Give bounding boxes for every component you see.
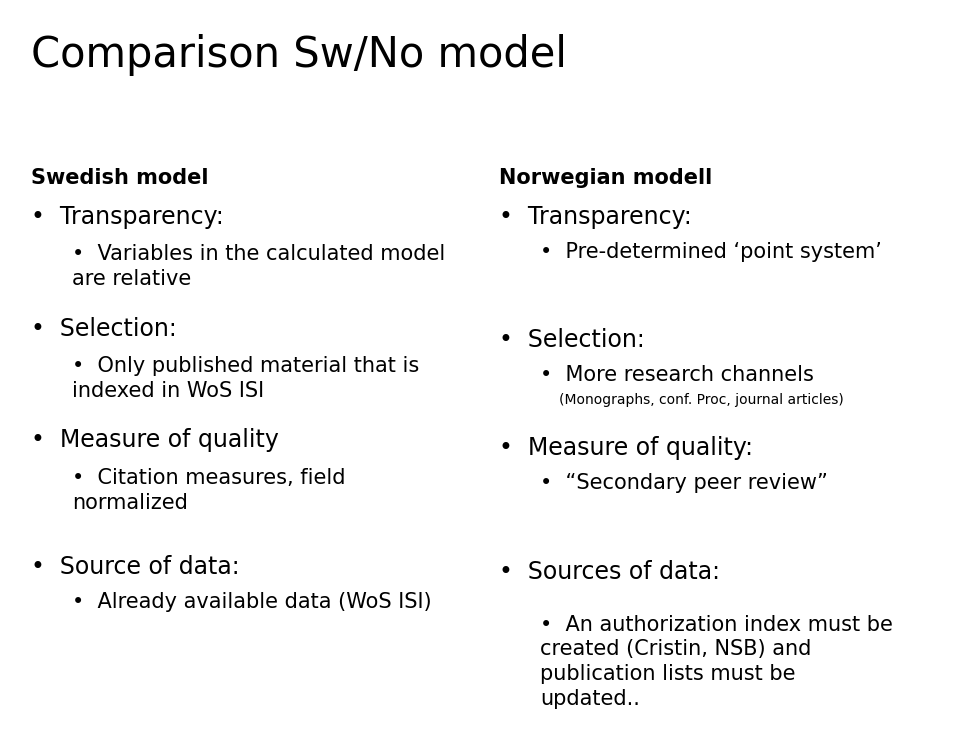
Text: (Monographs, conf. Proc, journal articles): (Monographs, conf. Proc, journal article… — [559, 393, 844, 408]
Text: •  Source of data:: • Source of data: — [31, 555, 239, 579]
Text: •  An authorization index must be
created (Cristin, NSB) and
publication lists m: • An authorization index must be created… — [540, 615, 894, 709]
Text: •  Measure of quality: • Measure of quality — [31, 428, 278, 452]
Text: •  Sources of data:: • Sources of data: — [499, 560, 720, 584]
Text: •  Variables in the calculated model
are relative: • Variables in the calculated model are … — [72, 244, 445, 289]
Text: •  Selection:: • Selection: — [31, 317, 177, 340]
Text: •  Transparency:: • Transparency: — [499, 205, 692, 229]
Text: •  Only published material that is
indexed in WoS ISI: • Only published material that is indexe… — [72, 356, 420, 401]
Text: •  More research channels: • More research channels — [540, 365, 814, 385]
Text: Swedish model: Swedish model — [31, 168, 208, 188]
Text: •  Pre-determined ‘point system’: • Pre-determined ‘point system’ — [540, 242, 882, 262]
Text: •  Citation measures, field
normalized: • Citation measures, field normalized — [72, 468, 346, 513]
Text: Norwegian modell: Norwegian modell — [499, 168, 712, 188]
Text: •  “Secondary peer review”: • “Secondary peer review” — [540, 473, 828, 493]
Text: •  Transparency:: • Transparency: — [31, 205, 224, 229]
Text: Comparison Sw/No model: Comparison Sw/No model — [31, 34, 566, 75]
Text: •  Selection:: • Selection: — [499, 328, 645, 352]
Text: •  Already available data (WoS ISI): • Already available data (WoS ISI) — [72, 592, 432, 612]
Text: •  Measure of quality:: • Measure of quality: — [499, 436, 754, 460]
